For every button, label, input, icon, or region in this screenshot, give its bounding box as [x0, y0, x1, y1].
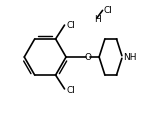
Text: H: H — [94, 15, 101, 24]
Text: Cl: Cl — [66, 21, 75, 30]
Text: NH: NH — [124, 53, 137, 62]
Text: Cl: Cl — [103, 6, 112, 15]
Text: Cl: Cl — [66, 85, 75, 94]
Text: O: O — [85, 53, 92, 62]
